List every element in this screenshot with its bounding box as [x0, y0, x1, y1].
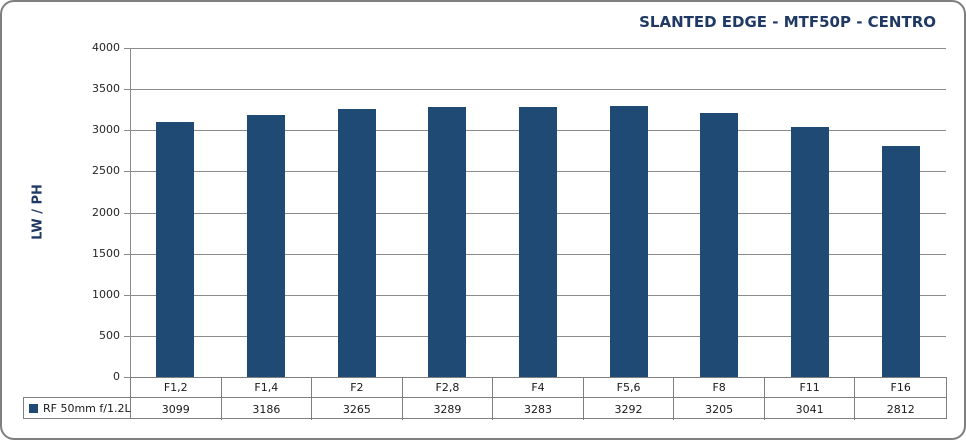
y-tick-mark	[124, 295, 130, 296]
y-tick-mark	[124, 89, 130, 90]
legend-cell: RF 50mm f/1.2L	[23, 397, 131, 419]
y-tick-label: 3000	[92, 123, 120, 136]
y-tick-label: 2000	[92, 206, 120, 219]
bar-F1,2	[156, 122, 195, 377]
y-tick-mark	[124, 213, 130, 214]
y-tick-label: 500	[99, 329, 120, 342]
chart-title: SLANTED EDGE - MTF50P - CENTRO	[639, 13, 936, 31]
value-cell: 3265	[312, 398, 403, 420]
y-tick-label: 1000	[92, 288, 120, 301]
legend-swatch-icon	[29, 403, 38, 413]
value-cell: 3283	[493, 398, 584, 420]
y-tick-label: 1500	[92, 247, 120, 260]
value-cell: 3186	[222, 398, 313, 420]
category-cell: F8	[674, 378, 765, 398]
y-tick-label: 2500	[92, 164, 120, 177]
category-cell: F1,4	[221, 378, 313, 398]
bar-F2,8	[428, 106, 467, 377]
y-tick-label: 4000	[92, 41, 120, 54]
category-cell: F2	[312, 378, 403, 398]
y-tick-mark	[124, 171, 130, 172]
y-tick-mark	[124, 48, 130, 49]
value-cell: 3041	[765, 398, 856, 420]
bar-F16	[881, 145, 920, 377]
value-cell: 2812	[886, 402, 915, 416]
bar-F11	[791, 126, 829, 377]
bar-F4	[519, 107, 557, 377]
category-cell: F1,2	[131, 378, 222, 398]
gridline	[130, 48, 946, 49]
y-axis-line	[130, 48, 131, 377]
bar-F8	[700, 113, 739, 377]
y-tick-mark	[124, 377, 130, 378]
bar-F2	[337, 108, 376, 377]
category-cell: F11	[764, 378, 856, 398]
value-cell: 3205	[674, 398, 765, 420]
gridline	[130, 89, 946, 90]
y-tick-mark	[124, 336, 130, 337]
value-cell: 3292	[584, 398, 675, 420]
legend-series-label: RF 50mm f/1.2L	[43, 401, 131, 415]
y-tick-label: 3500	[92, 82, 120, 95]
bar-F1,4	[247, 115, 285, 377]
y-tick-mark	[124, 254, 130, 255]
category-cell: F5,6	[583, 378, 675, 398]
category-cell: F4	[493, 378, 584, 398]
bar-F5,6	[609, 106, 648, 377]
data-table: F1,2 F1,4 F2 F2,8 F4 F5,6 F8 F11 F16 3099 3186 3265…	[130, 377, 947, 420]
y-tick-label: 0	[113, 370, 120, 383]
category-cell: F2,8	[402, 378, 494, 398]
value-cell: 3289	[403, 398, 494, 420]
value-cell: 3099	[131, 398, 222, 420]
y-tick-mark	[124, 130, 130, 131]
category-cell: F16	[855, 378, 946, 398]
